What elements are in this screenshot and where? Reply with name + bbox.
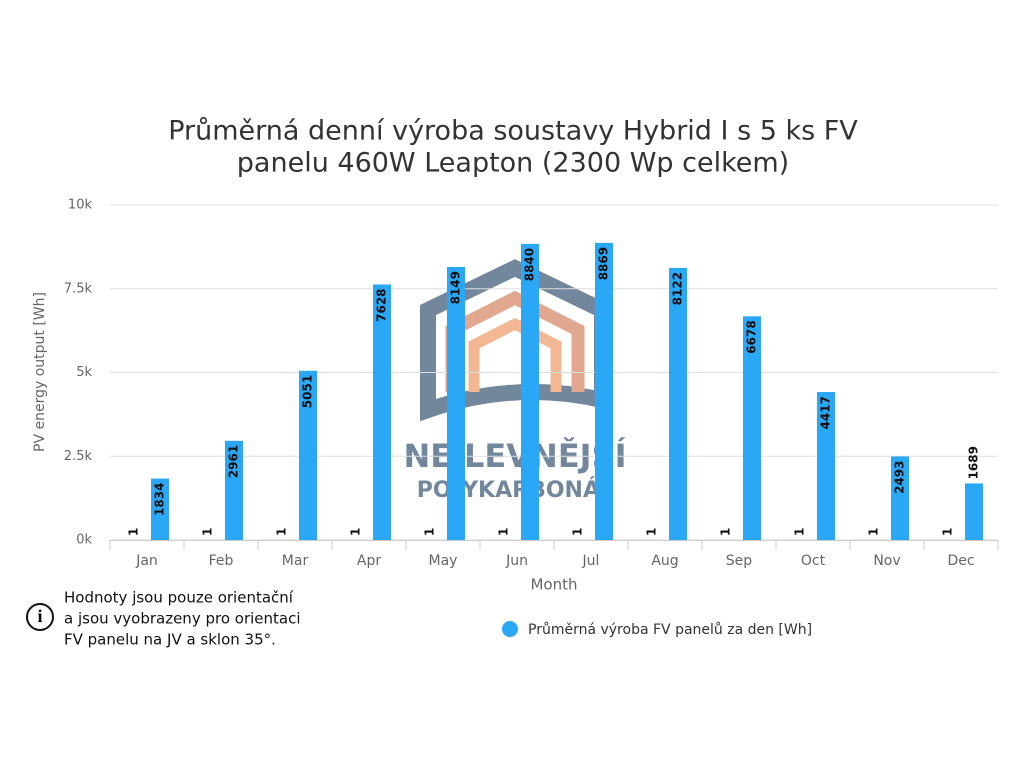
note: a jsou vyobrazeny pro orientaci bbox=[64, 610, 301, 628]
data-label: 1 bbox=[423, 528, 437, 536]
y-tick-label: 10k bbox=[68, 198, 93, 213]
data-label: 1834 bbox=[153, 483, 167, 516]
data-label: 1 bbox=[867, 528, 881, 536]
legend-label: Průměrná výroba FV panelů za den [Wh] bbox=[528, 622, 812, 638]
bar bbox=[595, 242, 613, 541]
data-label: 1 bbox=[571, 528, 585, 536]
data-label: 8840 bbox=[523, 248, 537, 281]
x-tick-label: May bbox=[429, 553, 458, 569]
y-tick-label: 7.5k bbox=[64, 281, 93, 296]
bar bbox=[965, 483, 983, 540]
bar bbox=[891, 456, 909, 540]
data-label: 8149 bbox=[449, 271, 463, 304]
x-tick-label: Mar bbox=[282, 553, 309, 569]
data-label: 4417 bbox=[819, 396, 833, 429]
y-tick-label: 2.5k bbox=[64, 449, 93, 464]
bar bbox=[743, 316, 761, 540]
x-tick-label: Feb bbox=[209, 553, 234, 569]
data-label: 1 bbox=[497, 528, 511, 536]
data-label: 7628 bbox=[375, 288, 389, 321]
watermark-text: NEJLEVNĚJŠÍ bbox=[403, 436, 626, 475]
data-label: 1 bbox=[941, 528, 955, 536]
x-tick-label: Aug bbox=[651, 553, 678, 569]
x-axis-label: Month bbox=[530, 576, 577, 594]
info-icon bbox=[26, 603, 54, 631]
x-tick-label: Dec bbox=[947, 553, 974, 569]
data-label: 1 bbox=[275, 528, 289, 536]
data-label: 1 bbox=[127, 528, 141, 536]
x-tick-label: Apr bbox=[357, 553, 381, 569]
data-label: 1 bbox=[793, 528, 807, 536]
note: Hodnoty jsou pouze orientační bbox=[64, 589, 294, 607]
x-tick-label: Jun bbox=[505, 553, 528, 569]
bar bbox=[521, 243, 539, 541]
x-tick-label: Jan bbox=[135, 553, 158, 569]
bar bbox=[299, 370, 317, 540]
x-tick-label: Sep bbox=[726, 553, 753, 569]
x-tick-label: Oct bbox=[801, 553, 826, 569]
data-label: 1 bbox=[719, 528, 733, 536]
data-label: 1 bbox=[645, 528, 659, 536]
bar bbox=[373, 284, 391, 540]
data-label: 8869 bbox=[597, 247, 611, 280]
data-label: 2493 bbox=[893, 460, 907, 493]
data-label: 6678 bbox=[745, 320, 759, 353]
bar bbox=[151, 478, 169, 540]
note: FV panelu na JV a sklon 35°. bbox=[64, 631, 276, 649]
data-label: 8122 bbox=[671, 272, 685, 305]
y-axis-label: PV energy output [Wh] bbox=[32, 292, 48, 452]
data-label: 1 bbox=[349, 528, 363, 536]
x-tick-label: Nov bbox=[873, 553, 900, 569]
y-tick-label: 0k bbox=[76, 533, 92, 548]
x-tick-label: Jul bbox=[582, 553, 600, 569]
legend-marker bbox=[502, 621, 518, 637]
data-label: 2961 bbox=[227, 445, 241, 478]
y-tick-label: 5k bbox=[76, 365, 92, 380]
watermark: NEJLEVNĚJŠÍ POLYKARBONÁT bbox=[403, 259, 627, 503]
bar bbox=[225, 440, 243, 540]
info-icon-glyph: i bbox=[37, 606, 42, 626]
bar bbox=[817, 392, 835, 540]
bar bbox=[669, 267, 687, 540]
chart-title: panelu 460W Leapton (2300 Wp celkem) bbox=[237, 148, 789, 179]
data-label: 1 bbox=[201, 528, 215, 536]
data-label: 5051 bbox=[301, 375, 315, 408]
data-label: 1689 bbox=[967, 446, 981, 479]
chart-title: Průměrná denní výroba soustavy Hybrid I … bbox=[168, 116, 858, 147]
watermark-text: POLYKARBONÁT bbox=[417, 477, 614, 503]
bar bbox=[447, 267, 465, 540]
